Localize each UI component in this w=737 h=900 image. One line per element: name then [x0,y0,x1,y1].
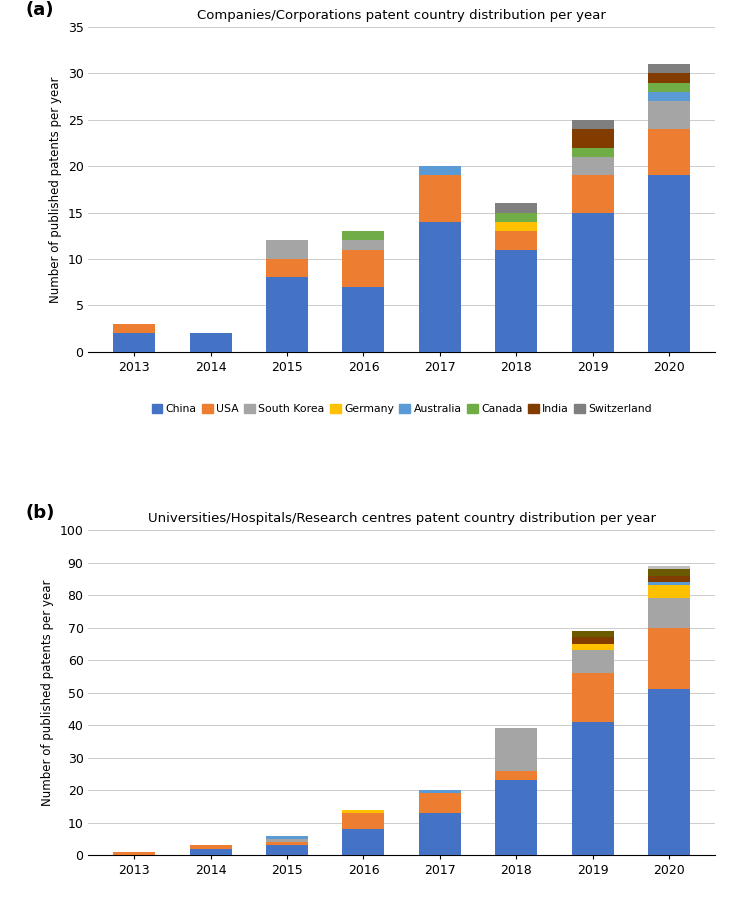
Bar [572,644,614,651]
Bar [343,240,385,249]
Bar [343,809,385,813]
Bar [266,842,308,845]
Bar [495,770,537,780]
Legend: China, USA, South Korea, Germany, Australia, Canada, India, Switzerland: China, USA, South Korea, Germany, Austra… [147,400,656,419]
Bar [572,673,614,722]
Bar [343,287,385,352]
Title: Universities/Hospitals/Research centres patent country distribution per year: Universities/Hospitals/Research centres … [147,512,656,525]
Bar [572,637,614,643]
Bar [572,148,614,157]
Bar [266,277,308,352]
Bar [572,651,614,673]
Bar [189,845,231,849]
Bar [113,324,156,333]
Bar [343,813,385,829]
Bar [648,570,690,576]
Bar [648,101,690,129]
Bar [495,249,537,352]
Bar [266,845,308,855]
Bar [648,176,690,352]
Bar [648,566,690,570]
Bar [266,240,308,259]
Bar [419,790,461,793]
Bar [572,120,614,129]
Bar [419,166,461,176]
Bar [419,813,461,855]
Bar [113,851,156,855]
Bar [189,333,231,352]
Bar [419,221,461,352]
Bar [266,835,308,839]
Bar [495,221,537,231]
Bar [648,582,690,586]
Bar [648,586,690,598]
Bar [572,157,614,176]
Bar [648,64,690,74]
Bar [648,129,690,176]
Bar [495,231,537,249]
Bar [572,129,614,148]
Bar [648,598,690,627]
Bar [572,212,614,352]
Bar [495,212,537,221]
Bar [419,793,461,813]
Bar [648,689,690,855]
Y-axis label: Number of published patents per year: Number of published patents per year [41,580,54,806]
Bar [343,249,385,287]
Text: (b): (b) [26,504,55,522]
Bar [343,231,385,240]
Bar [572,176,614,212]
Bar [648,83,690,92]
Bar [495,780,537,855]
Bar [648,627,690,689]
Bar [419,176,461,221]
Text: (a): (a) [26,1,55,19]
Bar [266,259,308,277]
Bar [189,849,231,855]
Bar [266,839,308,842]
Y-axis label: Number of published patents per year: Number of published patents per year [49,76,62,302]
Title: Companies/Corporations patent country distribution per year: Companies/Corporations patent country di… [198,9,606,22]
Bar [572,722,614,855]
Bar [113,333,156,352]
Bar [648,92,690,101]
Bar [343,829,385,855]
Bar [648,576,690,582]
Bar [495,203,537,212]
Bar [572,631,614,637]
Bar [495,728,537,770]
Bar [648,74,690,83]
